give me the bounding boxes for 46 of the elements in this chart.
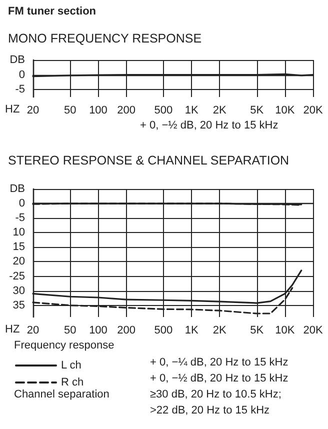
- x-tick-label: 10K: [275, 104, 296, 116]
- x-tick-label: 200: [117, 104, 136, 116]
- text: + 0, −¼ dB, 20 Hz to 15 kHz: [150, 356, 288, 368]
- x-tick-label: 5K: [250, 104, 264, 116]
- x-tick-label: 500: [154, 104, 173, 116]
- y-tick-label: 35: [12, 299, 25, 312]
- y-tick-label: 10: [12, 226, 25, 239]
- y-tick-label: 20: [12, 256, 25, 268]
- x-tick-label: 50: [64, 104, 76, 116]
- x-tick-label: 1K: [184, 324, 199, 336]
- y-tick-label: -5: [15, 84, 25, 96]
- text: ≥30 dB, 20 Hz to 10.5 kHz;: [150, 388, 282, 400]
- x-tick-label: 20K: [303, 104, 324, 116]
- x-tick-label: 20: [26, 104, 40, 116]
- x-tick-label: 100: [89, 324, 108, 336]
- x-tick-label: 20: [26, 324, 40, 336]
- x-tick-label: 20K: [303, 324, 324, 336]
- y-tick-label: 15: [12, 241, 25, 254]
- x-tick-label: 10K: [275, 324, 296, 336]
- y-tick-label: 30: [12, 284, 25, 297]
- y-tick-label: 0: [18, 68, 25, 81]
- x-tick-label: 200: [117, 324, 136, 336]
- chart-subtitle: MONO FREQUENCY RESPONSE: [8, 32, 202, 46]
- x-tick-label: 2K: [212, 324, 228, 336]
- x-tick-label: 2K: [212, 104, 228, 116]
- y-tick-label: DB: [10, 54, 25, 66]
- text: Channel separation: [14, 388, 110, 400]
- legend-title: Frequency response: [14, 340, 114, 352]
- x-tick-label: 100: [89, 104, 108, 116]
- y-tick-label: DB: [10, 183, 25, 195]
- chart-title: FM tuner section: [8, 6, 96, 18]
- text: + 0, −½ dB, 20 Hz to 15 kHz: [140, 120, 278, 132]
- text: >22 dB, 20 Hz to 15 kHz: [150, 404, 270, 416]
- x-tick-label: 5K: [250, 324, 264, 336]
- x-tick-label: 500: [154, 324, 173, 336]
- x-axis-title: HZ: [5, 324, 20, 336]
- y-tick-label: -25: [9, 270, 25, 282]
- y-tick-label: -5: [15, 212, 25, 224]
- y-tick-label: 0: [18, 198, 25, 210]
- x-axis-title: HZ: [5, 104, 20, 116]
- legend-label: R ch: [61, 376, 84, 388]
- text: + 0, −½ dB, 20 Hz to 15 kHz: [150, 372, 288, 384]
- x-tick-label: 1K: [184, 104, 199, 116]
- x-tick-label: 50: [64, 324, 76, 336]
- legend-label: L ch: [61, 360, 82, 372]
- chart-title: STEREO RESPONSE & CHANNEL SEPARATION: [8, 154, 290, 168]
